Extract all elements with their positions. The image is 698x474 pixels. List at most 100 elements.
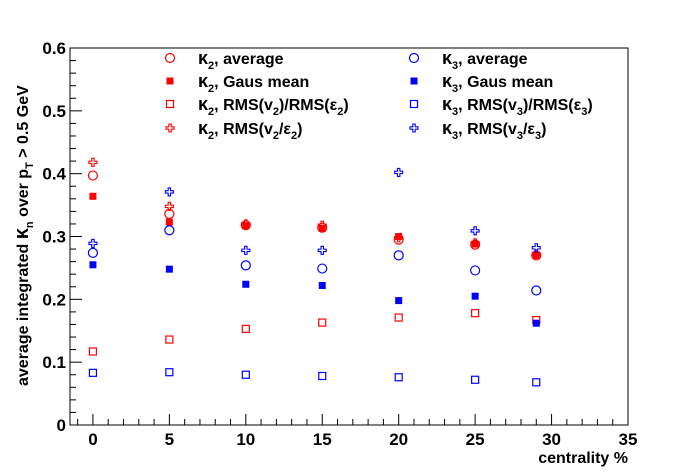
x-tick-label: 20: [389, 430, 408, 449]
series-k2rmsr: [88, 157, 541, 259]
data-point: [87, 170, 99, 181]
data-point: [395, 233, 403, 240]
data-point: [317, 263, 328, 274]
data-point: [318, 371, 327, 381]
x-tick-label: 25: [466, 430, 485, 449]
y-tick-label: 0.3: [42, 228, 66, 247]
data-point: [242, 280, 250, 288]
legend-label: κ2, RMS(v2/ε2): [198, 118, 302, 142]
legend-marker: [409, 99, 419, 109]
data-point: [165, 368, 174, 377]
data-point: [164, 225, 175, 236]
data-point: [164, 208, 175, 219]
data-point: [241, 324, 250, 333]
x-tick-label: 5: [165, 430, 174, 449]
data-point: [165, 218, 173, 226]
data-point: [242, 222, 250, 230]
legend-marker: [409, 123, 419, 133]
data-point: [88, 368, 98, 377]
legend-label: κ3, RMS(v3/ε3): [442, 118, 546, 142]
legend-label: κ2, average: [198, 48, 284, 72]
data-point: [394, 373, 403, 382]
y-tick-label: 0.6: [42, 39, 66, 58]
data-point: [470, 226, 480, 236]
x-axis-ticks: 0 5 10 15 20 25 30 35: [77, 414, 638, 449]
y-tick-label: 0: [57, 416, 66, 435]
data-point: [165, 265, 173, 273]
data-point: [471, 375, 480, 384]
data-point: [164, 187, 174, 197]
series-k2gaus: [89, 192, 540, 259]
data-point: [470, 265, 481, 276]
data-point: [471, 292, 479, 300]
data-point: [531, 285, 542, 296]
legend-entry-k2gaus: κ2, Gaus mean: [166, 71, 309, 95]
series-k3gaus: [89, 261, 540, 327]
legend-label: κ2, Gaus mean: [198, 71, 309, 95]
data-point: [394, 167, 404, 177]
series-k3avg: [87, 225, 542, 296]
legend-entry-k2avg: κ2, average: [164, 48, 284, 72]
y-tick-label: 0.1: [42, 353, 66, 372]
data-points: [87, 157, 542, 387]
legend-marker: [164, 52, 176, 64]
data-point: [87, 247, 99, 258]
legend-entry-k3rmsr: κ3, RMS(v3/ε3): [409, 118, 546, 142]
data-point: [531, 249, 541, 259]
y-tick-label: 0.4: [42, 165, 66, 184]
legend-marker: [408, 52, 420, 64]
x-axis-title: centrality %: [538, 450, 628, 467]
data-point: [393, 250, 404, 261]
x-tick-label: 35: [619, 430, 638, 449]
legend-label: κ3, RMS(v3)/RMS(ε3): [442, 94, 593, 118]
data-point: [317, 220, 327, 230]
data-point: [318, 224, 326, 232]
legend-label: κ2, RMS(v2)/RMS(ε2): [198, 94, 349, 118]
series-k3rms: [88, 368, 541, 387]
data-point: [532, 319, 540, 327]
legend-entry-k2rms: κ2, RMS(v2)/RMS(ε2): [165, 94, 349, 118]
y-tick-label: 0.5: [42, 102, 66, 121]
y-axis-ticks: 0 0.1 0.2 0.3 0.4 0.5 0.6: [42, 39, 82, 435]
data-point: [395, 297, 403, 305]
data-point: [318, 318, 327, 327]
legend-label: κ3, Gaus mean: [442, 71, 553, 95]
data-point: [164, 201, 174, 211]
data-point: [317, 245, 327, 255]
data-point: [470, 238, 480, 248]
data-point: [532, 251, 540, 259]
data-point: [241, 219, 251, 229]
data-point: [240, 260, 251, 271]
y-tick-label: 0.2: [42, 290, 66, 309]
data-point: [317, 222, 328, 233]
data-point: [394, 233, 404, 243]
data-point: [88, 157, 98, 167]
x-tick-label: 10: [236, 430, 255, 449]
x-tick-label: 30: [542, 430, 561, 449]
data-point: [470, 239, 481, 250]
legend-marker: [410, 77, 418, 85]
data-point: [471, 309, 480, 318]
legend-marker: [165, 99, 175, 109]
x-tick-label: 15: [313, 430, 332, 449]
data-point: [89, 192, 97, 200]
series-k2rms: [88, 309, 541, 356]
legend-entry-k3rms: κ3, RMS(v3)/RMS(ε3): [409, 94, 593, 118]
data-point: [471, 240, 479, 248]
data-point: [532, 378, 541, 387]
legend-label: κ3, average: [442, 48, 528, 72]
data-point: [165, 335, 174, 344]
legend-entry-k3gaus: κ3, Gaus mean: [410, 71, 553, 95]
data-point: [531, 243, 541, 253]
data-point: [394, 313, 403, 322]
y-axis-title: average integrated κn over pT > 0.5 GeV: [11, 85, 36, 386]
legend-marker: [165, 123, 175, 133]
series-k3rmsr: [88, 167, 541, 255]
data-point: [318, 282, 326, 290]
data-point: [88, 347, 98, 356]
data-point: [241, 245, 251, 255]
data-point: [88, 238, 98, 248]
legend-entry-k2rmsr: κ2, RMS(v2/ε2): [165, 118, 302, 142]
